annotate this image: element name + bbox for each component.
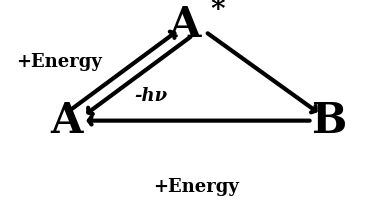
Text: B: B bbox=[312, 100, 347, 142]
Text: -hν: -hν bbox=[134, 87, 167, 105]
Text: A: A bbox=[168, 4, 200, 46]
Text: A: A bbox=[51, 100, 83, 142]
Text: +Energy: +Energy bbox=[153, 178, 239, 196]
Text: *: * bbox=[210, 0, 225, 24]
Text: +Energy: +Energy bbox=[16, 53, 102, 71]
